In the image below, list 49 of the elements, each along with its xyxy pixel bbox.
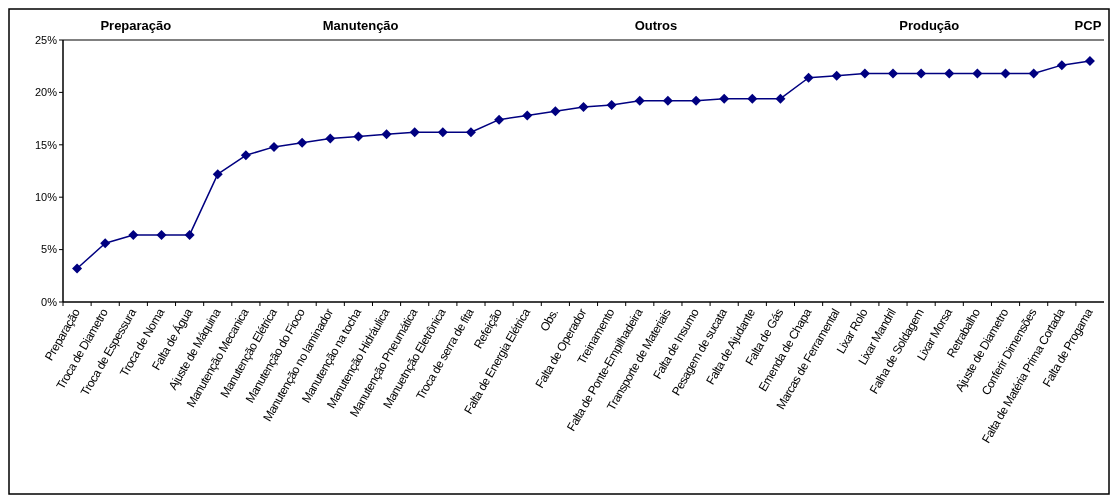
y-tick-label: 25% [34,33,58,46]
y-tick-label: 0% [41,295,58,308]
point [465,127,476,138]
point [353,131,364,142]
point [1056,60,1067,71]
point [100,238,111,249]
x-tick-label: Obs. [537,306,562,334]
point [184,229,195,240]
y-tick-label: 5% [41,243,58,256]
text: PCP [1074,18,1102,33]
point [381,129,392,140]
text: Outros [634,18,678,33]
point [212,169,223,180]
point [1000,68,1011,79]
point [747,93,758,104]
text: Produção [899,18,960,33]
point [831,70,842,81]
point [606,99,617,110]
point [297,137,308,148]
point [156,229,167,240]
point [775,93,786,104]
point [72,263,83,274]
text: Manutenção [322,18,399,33]
point [691,95,702,106]
point [325,133,336,144]
point [1028,68,1039,79]
point [662,95,673,106]
point [240,150,251,161]
y-tick-label: 20% [34,86,58,99]
point [634,95,645,106]
point [494,114,505,125]
point [719,93,730,104]
point [437,127,448,138]
point [409,127,420,138]
point [916,68,927,79]
y-tick-label: 10% [34,191,58,204]
y-tick-label: 15% [34,138,58,151]
point [578,102,589,113]
point [128,229,139,240]
point [944,68,955,79]
point [887,68,898,79]
text: Preparação [100,18,172,33]
point [1084,55,1095,66]
point [522,110,533,121]
point [803,72,814,83]
point [550,106,561,117]
point [859,68,870,79]
point [269,141,280,152]
point [972,68,983,79]
